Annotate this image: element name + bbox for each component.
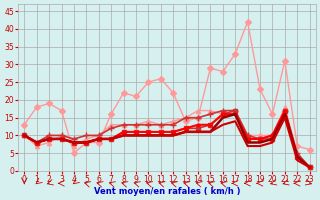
X-axis label: Vent moyen/en rafales ( km/h ): Vent moyen/en rafales ( km/h ) bbox=[94, 187, 240, 196]
